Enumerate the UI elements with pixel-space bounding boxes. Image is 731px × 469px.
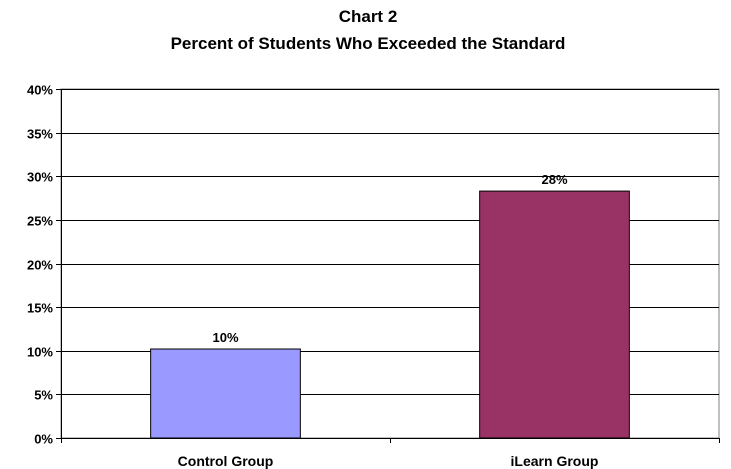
data-label: 10% bbox=[212, 330, 238, 345]
y-tick-label: 35% bbox=[27, 127, 53, 142]
chart-title: Chart 2 bbox=[339, 7, 398, 26]
chart-subtitle: Percent of Students Who Exceeded the Sta… bbox=[171, 34, 566, 53]
bars bbox=[150, 190, 630, 439]
y-tick-label: 10% bbox=[27, 345, 53, 360]
y-tick-label: 5% bbox=[34, 388, 53, 403]
data-label: 28% bbox=[541, 172, 567, 187]
x-category-label: iLearn Group bbox=[511, 453, 599, 469]
bar-ilearn-group bbox=[479, 190, 630, 439]
labels: 0% 5% 10% 15% 20% 25% 30% 35% 40% 10% Control Grou… bbox=[27, 83, 598, 469]
y-tick-label: 0% bbox=[34, 432, 53, 447]
bar-control-group bbox=[150, 348, 301, 439]
y-tick-label: 15% bbox=[27, 301, 53, 316]
y-tick-label: 30% bbox=[27, 170, 53, 185]
y-tick-label: 25% bbox=[27, 214, 53, 229]
y-tick-label: 40% bbox=[27, 83, 53, 98]
y-tick-label: 20% bbox=[27, 258, 53, 273]
x-category-label: Control Group bbox=[178, 453, 274, 469]
